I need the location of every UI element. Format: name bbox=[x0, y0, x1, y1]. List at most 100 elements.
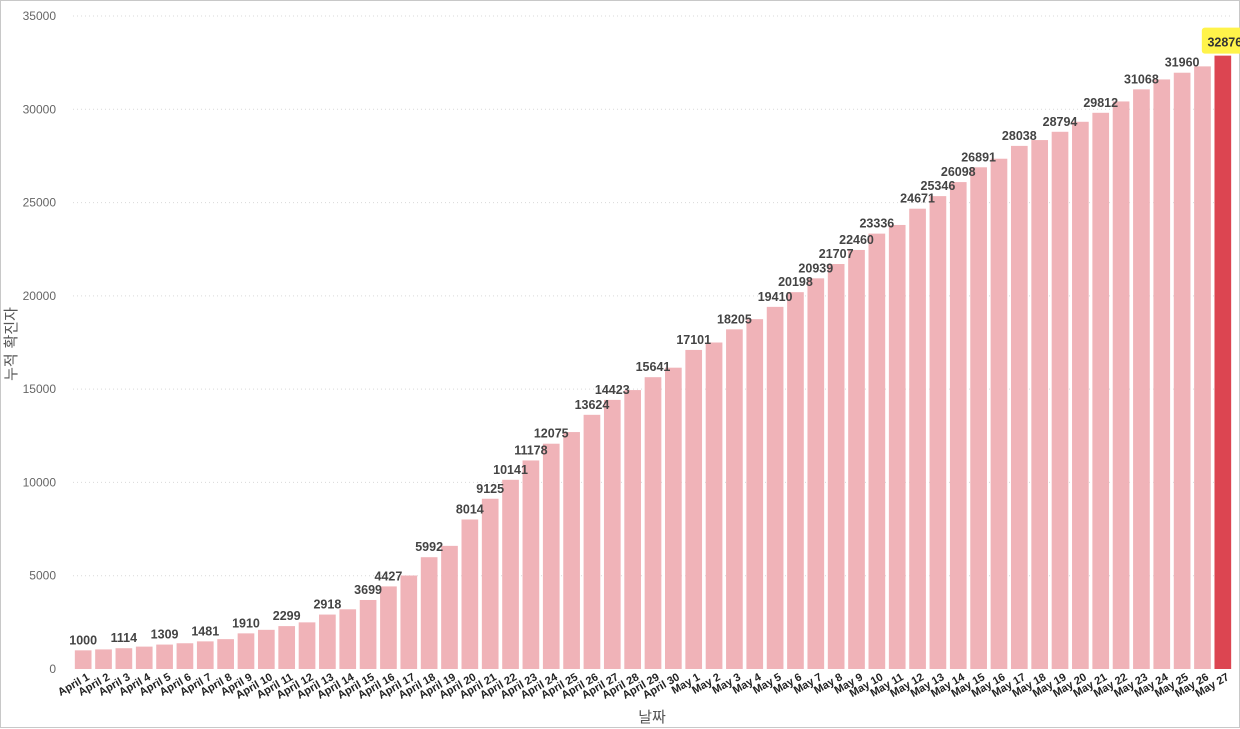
bars bbox=[74, 55, 1232, 670]
bar bbox=[1072, 121, 1089, 669]
data-label: 26098 bbox=[941, 165, 976, 179]
bar bbox=[400, 575, 418, 669]
y-tick-label: 15000 bbox=[23, 382, 57, 396]
data-label: 10141 bbox=[493, 463, 528, 477]
data-label: 11178 bbox=[514, 443, 547, 457]
data-label: 29812 bbox=[1083, 96, 1118, 110]
bar bbox=[563, 432, 580, 669]
bar bbox=[888, 224, 906, 669]
data-label: 1481 bbox=[191, 624, 219, 638]
data-label: 17101 bbox=[676, 333, 711, 347]
bar bbox=[481, 498, 499, 669]
bar bbox=[1051, 131, 1069, 669]
bar bbox=[359, 599, 377, 669]
bar bbox=[929, 196, 947, 669]
bar bbox=[990, 158, 1008, 669]
data-label-highlighted: 32876 bbox=[1207, 36, 1240, 50]
x-axis-title: 날짜 bbox=[638, 708, 666, 726]
data-label: 21707 bbox=[819, 247, 854, 261]
bar bbox=[1112, 101, 1130, 670]
bar bbox=[685, 349, 703, 669]
data-label: 19410 bbox=[758, 290, 793, 304]
bar bbox=[380, 586, 397, 669]
bar bbox=[1031, 140, 1049, 669]
data-label: 3699 bbox=[354, 583, 382, 597]
bar bbox=[848, 249, 865, 669]
bar bbox=[665, 367, 682, 669]
data-label: 2918 bbox=[313, 598, 341, 612]
data-label: 31068 bbox=[1124, 72, 1159, 86]
data-label: 1000 bbox=[69, 633, 97, 647]
bar bbox=[1092, 112, 1110, 669]
data-label: 15641 bbox=[636, 360, 671, 374]
bar bbox=[970, 167, 987, 669]
bar bbox=[278, 626, 296, 669]
y-axis-title: 누적 확진자 bbox=[2, 307, 20, 381]
bar bbox=[298, 622, 316, 669]
data-label: 31960 bbox=[1165, 56, 1200, 70]
bar bbox=[176, 643, 194, 669]
bar bbox=[502, 479, 519, 669]
y-tick-label: 20000 bbox=[23, 289, 57, 303]
bar bbox=[1173, 72, 1191, 669]
bar bbox=[644, 377, 662, 669]
bar bbox=[319, 614, 336, 669]
data-label: 9125 bbox=[476, 482, 504, 496]
bar bbox=[1133, 89, 1150, 670]
data-label: 28794 bbox=[1043, 115, 1078, 129]
data-label: 4427 bbox=[375, 569, 403, 583]
bar bbox=[420, 557, 438, 669]
bar bbox=[949, 182, 967, 670]
bar bbox=[339, 609, 357, 669]
y-axis-ticks: 0 5000 10000 15000 20000 25000 30000 35000 bbox=[23, 9, 57, 676]
data-label: 2299 bbox=[273, 609, 301, 623]
data-label: 22460 bbox=[839, 233, 874, 247]
data-label: 18205 bbox=[717, 312, 752, 326]
data-label: 13624 bbox=[575, 398, 610, 412]
bar bbox=[909, 208, 926, 669]
data-label: 20939 bbox=[798, 261, 833, 275]
bar bbox=[135, 646, 153, 669]
bar bbox=[257, 629, 275, 669]
data-label: 23336 bbox=[859, 217, 894, 231]
y-tick-label: 10000 bbox=[23, 475, 57, 489]
bar bbox=[522, 460, 540, 669]
bar bbox=[196, 641, 214, 669]
y-tick-label: 0 bbox=[49, 662, 56, 676]
data-label: 1910 bbox=[232, 616, 260, 630]
bar bbox=[807, 278, 825, 669]
bar bbox=[441, 545, 458, 669]
bar bbox=[1153, 79, 1171, 670]
bar bbox=[115, 648, 133, 669]
bar bbox=[461, 519, 479, 669]
data-label: 12075 bbox=[534, 427, 569, 441]
data-label: 28038 bbox=[1002, 129, 1037, 143]
bar bbox=[603, 399, 621, 669]
data-label: 20198 bbox=[778, 275, 813, 289]
bar bbox=[787, 292, 804, 669]
bar bbox=[868, 233, 886, 669]
bar bbox=[705, 342, 723, 669]
bar bbox=[726, 329, 743, 669]
bar bbox=[95, 649, 112, 669]
bar bbox=[583, 414, 601, 669]
data-label: 26891 bbox=[961, 150, 996, 164]
y-tick-label: 5000 bbox=[29, 569, 56, 583]
data-label: 1309 bbox=[151, 628, 179, 642]
data-label: 5992 bbox=[415, 540, 443, 554]
bar-highlighted bbox=[1214, 55, 1232, 670]
data-label: 25346 bbox=[921, 179, 956, 193]
bar bbox=[1010, 145, 1028, 670]
bar bbox=[1194, 66, 1211, 670]
bar bbox=[237, 633, 255, 669]
bar bbox=[156, 644, 173, 669]
data-label: 14423 bbox=[595, 383, 630, 397]
data-label: 8014 bbox=[456, 502, 484, 516]
data-label: 24671 bbox=[900, 192, 935, 206]
y-tick-label: 35000 bbox=[23, 9, 57, 23]
bar bbox=[217, 639, 234, 669]
